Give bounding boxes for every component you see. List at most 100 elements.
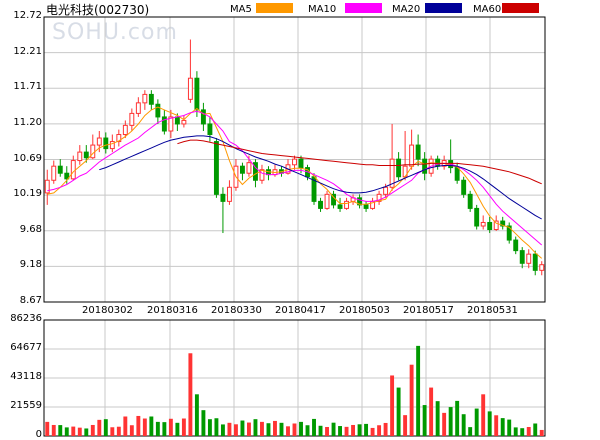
- volume-bar: [194, 394, 199, 436]
- date-tick-label: 20180302: [82, 305, 133, 316]
- volume-bar: [103, 419, 108, 436]
- volume-bar: [312, 418, 316, 436]
- volume-bar: [207, 419, 212, 436]
- volume-tick-label: 21559: [10, 400, 42, 411]
- volume-bar: [64, 427, 69, 436]
- volume-bar: [435, 401, 440, 436]
- date-tick-label: 20180517: [403, 305, 454, 316]
- volume-bar: [455, 400, 460, 436]
- volume-bar: [123, 416, 128, 436]
- candle-body: [142, 93, 148, 104]
- volume-bar: [513, 427, 518, 436]
- volume-bar: [487, 411, 492, 436]
- candle-body: [480, 221, 486, 227]
- candle-body: [337, 204, 343, 209]
- volume-bar: [299, 421, 303, 436]
- volume-bar: [494, 415, 499, 436]
- candle-body: [526, 253, 532, 264]
- volume-tick-label: 0: [35, 429, 42, 440]
- candle-body: [155, 103, 161, 118]
- volume-tick-label: 86236: [10, 313, 42, 324]
- candle-body: [77, 151, 83, 162]
- legend-ma10-label: MA10: [308, 4, 337, 15]
- volume-bar: [129, 425, 134, 436]
- volume-bar: [351, 424, 356, 436]
- price-tick-label: 9.18: [19, 259, 42, 271]
- candle-body: [64, 172, 70, 180]
- candle-body: [506, 225, 512, 241]
- volume-bar: [220, 424, 225, 436]
- candle-body: [454, 167, 460, 181]
- candle-body: [493, 220, 499, 231]
- volume-bar: [253, 419, 258, 436]
- volume-bar: [403, 415, 408, 436]
- volume-bar: [227, 422, 232, 436]
- volume-bar: [325, 426, 329, 436]
- watermark: SOHU.com: [52, 20, 178, 45]
- volume-bar: [390, 375, 395, 436]
- volume-bar: [51, 424, 56, 436]
- volume-bar: [181, 418, 186, 436]
- candle-body: [383, 186, 389, 195]
- candle-body: [415, 144, 421, 160]
- candle-body: [435, 158, 441, 167]
- volume-bar: [468, 427, 473, 436]
- candle-body: [96, 137, 102, 146]
- candle-body: [220, 193, 226, 202]
- legend-ma20-swatch: [425, 3, 462, 13]
- candle-body: [181, 119, 187, 125]
- volume-bar: [58, 425, 63, 436]
- candle-body: [409, 144, 415, 167]
- volume-bar: [539, 429, 544, 436]
- date-tick-label: 20180330: [211, 305, 262, 316]
- candle-body: [194, 77, 200, 111]
- volume-bar: [149, 416, 154, 436]
- volume-bar: [442, 412, 447, 436]
- volume-bar: [279, 422, 284, 436]
- volume-bar: [461, 414, 466, 436]
- candle-body: [109, 141, 115, 150]
- volume-bar: [260, 421, 264, 436]
- volume-bar: [526, 426, 531, 436]
- date-tick-label: 20180316: [147, 305, 198, 316]
- volume-bar: [507, 419, 512, 436]
- candle-body: [500, 220, 506, 227]
- candle-body: [148, 93, 154, 105]
- volume-bar: [416, 345, 421, 436]
- candle-body: [324, 193, 330, 209]
- candle-body: [513, 239, 519, 252]
- volume-bar: [429, 387, 434, 436]
- candle-body: [174, 116, 180, 125]
- volume-bar: [162, 422, 167, 436]
- candle-body: [376, 193, 382, 202]
- volume-bar: [370, 427, 375, 436]
- candle-body: [467, 193, 473, 209]
- candle-body: [344, 200, 350, 209]
- volume-bar: [71, 426, 76, 436]
- volume-bar: [286, 426, 290, 436]
- volume-bar: [45, 421, 50, 436]
- candle-body: [70, 160, 76, 180]
- candle-body: [168, 116, 174, 132]
- candle-body: [129, 112, 135, 126]
- legend-ma10-swatch: [345, 3, 382, 13]
- candle-body: [519, 250, 525, 264]
- legend-ma60-swatch: [502, 3, 539, 13]
- volume-bar: [266, 423, 271, 436]
- candle-body: [487, 221, 493, 231]
- candle-body: [213, 141, 219, 195]
- candle-body: [161, 116, 167, 132]
- volume-bar: [448, 407, 453, 436]
- candle-body: [103, 137, 109, 150]
- candle-body: [207, 123, 213, 136]
- volume-bar: [364, 423, 369, 436]
- candle-body: [474, 207, 480, 227]
- legend-ma60-label: MA60: [473, 4, 502, 15]
- candle-body: [357, 197, 363, 206]
- candle-body: [135, 102, 141, 114]
- legend-ma5-label: MA5: [230, 4, 252, 15]
- candle-body: [318, 200, 323, 209]
- ma-line-ma5: [47, 106, 543, 259]
- volume-bar: [396, 387, 401, 436]
